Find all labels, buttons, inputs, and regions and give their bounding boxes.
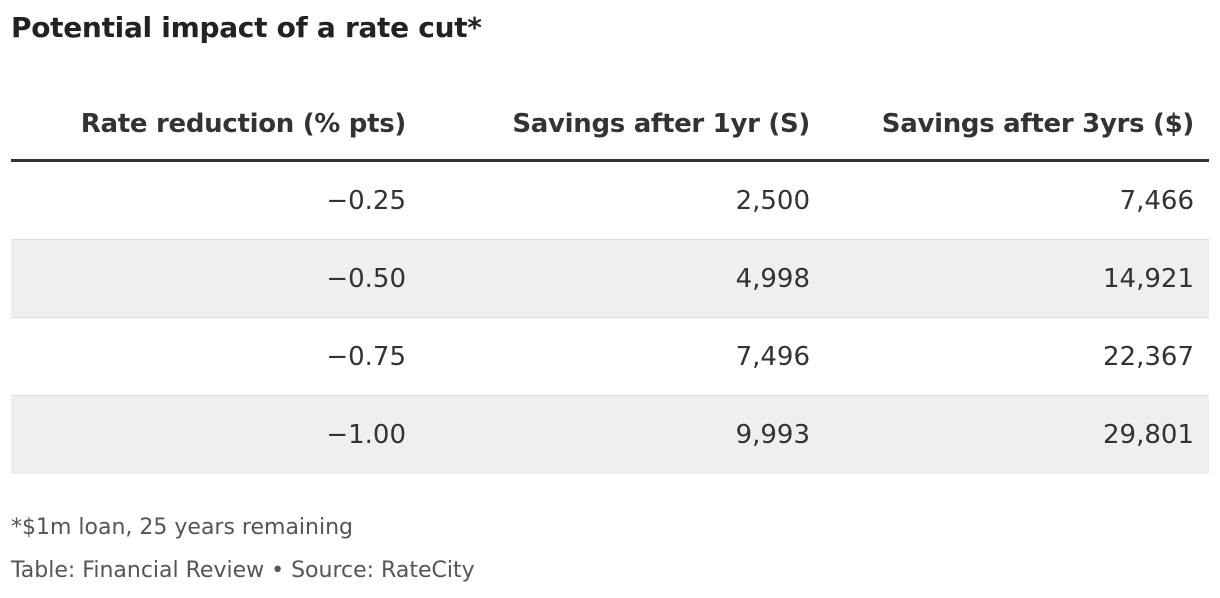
table-row: −0.75 7,496 22,367	[11, 318, 1209, 396]
table-row: −1.00 9,993 29,801	[11, 396, 1209, 474]
table-cell-savings-3yrs: 7,466	[1119, 185, 1194, 216]
column-header-savings-1yr: Savings after 1yr (S)	[512, 108, 810, 139]
data-table: Rate reduction (% pts) Savings after 1yr…	[11, 88, 1209, 474]
column-header-savings-3yrs: Savings after 3yrs ($)	[881, 108, 1195, 139]
table-row: −0.50 4,998 14,921	[11, 240, 1209, 318]
table-cell-rate-reduction: −0.50	[326, 263, 406, 294]
table-footnote: *$1m loan, 25 years remaining	[11, 515, 354, 540]
table-cell-savings-1yr: 2,500	[735, 185, 810, 216]
table-cell-rate-reduction: −0.75	[326, 341, 406, 372]
table-cell-savings-3yrs: 29,801	[1103, 420, 1194, 450]
table-title: Potential impact of a rate cut*	[11, 11, 482, 44]
table-cell-savings-1yr: 4,998	[735, 263, 810, 294]
source-credit: Table: Financial Review • Source: RateCi…	[11, 558, 475, 583]
table-cell-savings-3yrs: 14,921	[1103, 263, 1194, 294]
table-cell-savings-1yr: 7,496	[735, 341, 810, 372]
column-header-rate-reduction: Rate reduction (% pts)	[80, 108, 407, 139]
table-header-row: Rate reduction (% pts) Savings after 1yr…	[11, 88, 1209, 162]
table-cell-rate-reduction: −0.25	[326, 185, 406, 216]
table-row: −0.25 2,500 7,466	[11, 162, 1209, 240]
table-cell-rate-reduction: −1.00	[326, 420, 406, 450]
table-cell-savings-1yr: 9,993	[735, 420, 810, 450]
table-cell-savings-3yrs: 22,367	[1103, 341, 1194, 372]
